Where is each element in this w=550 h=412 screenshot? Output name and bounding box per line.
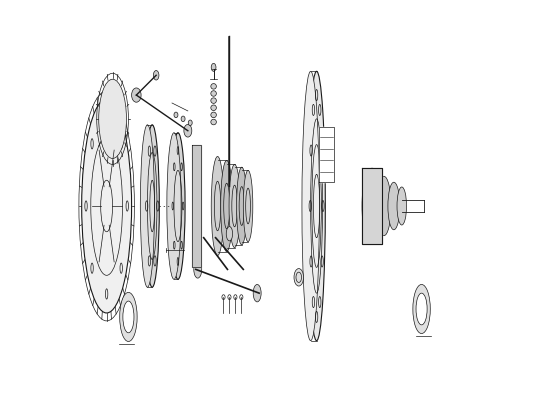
Ellipse shape [243, 170, 253, 242]
Ellipse shape [221, 160, 233, 252]
Ellipse shape [171, 133, 185, 279]
Ellipse shape [211, 105, 216, 110]
Ellipse shape [211, 119, 216, 125]
Ellipse shape [226, 227, 233, 241]
Ellipse shape [211, 84, 216, 89]
Ellipse shape [188, 120, 192, 126]
Ellipse shape [236, 167, 247, 245]
Ellipse shape [131, 88, 141, 102]
Polygon shape [192, 145, 201, 267]
Ellipse shape [397, 187, 406, 225]
Ellipse shape [416, 293, 427, 325]
Ellipse shape [253, 284, 261, 302]
Ellipse shape [302, 71, 320, 341]
Ellipse shape [377, 176, 391, 236]
Ellipse shape [413, 284, 430, 334]
Ellipse shape [211, 98, 216, 103]
Ellipse shape [174, 112, 178, 118]
Ellipse shape [362, 169, 382, 243]
Ellipse shape [229, 164, 240, 248]
Ellipse shape [153, 70, 159, 80]
Polygon shape [318, 127, 334, 182]
Ellipse shape [140, 125, 155, 287]
Ellipse shape [98, 79, 127, 159]
Ellipse shape [194, 174, 200, 238]
Ellipse shape [181, 116, 185, 122]
Ellipse shape [211, 91, 216, 96]
Ellipse shape [211, 112, 216, 118]
Ellipse shape [145, 125, 160, 287]
Ellipse shape [388, 182, 400, 230]
Ellipse shape [123, 301, 134, 333]
Ellipse shape [294, 269, 304, 286]
Ellipse shape [211, 157, 224, 255]
Ellipse shape [184, 124, 192, 137]
Ellipse shape [120, 293, 137, 342]
Ellipse shape [211, 63, 216, 71]
Ellipse shape [194, 261, 202, 278]
Ellipse shape [308, 71, 325, 341]
Ellipse shape [82, 99, 131, 313]
Ellipse shape [167, 133, 181, 279]
Polygon shape [362, 169, 382, 243]
